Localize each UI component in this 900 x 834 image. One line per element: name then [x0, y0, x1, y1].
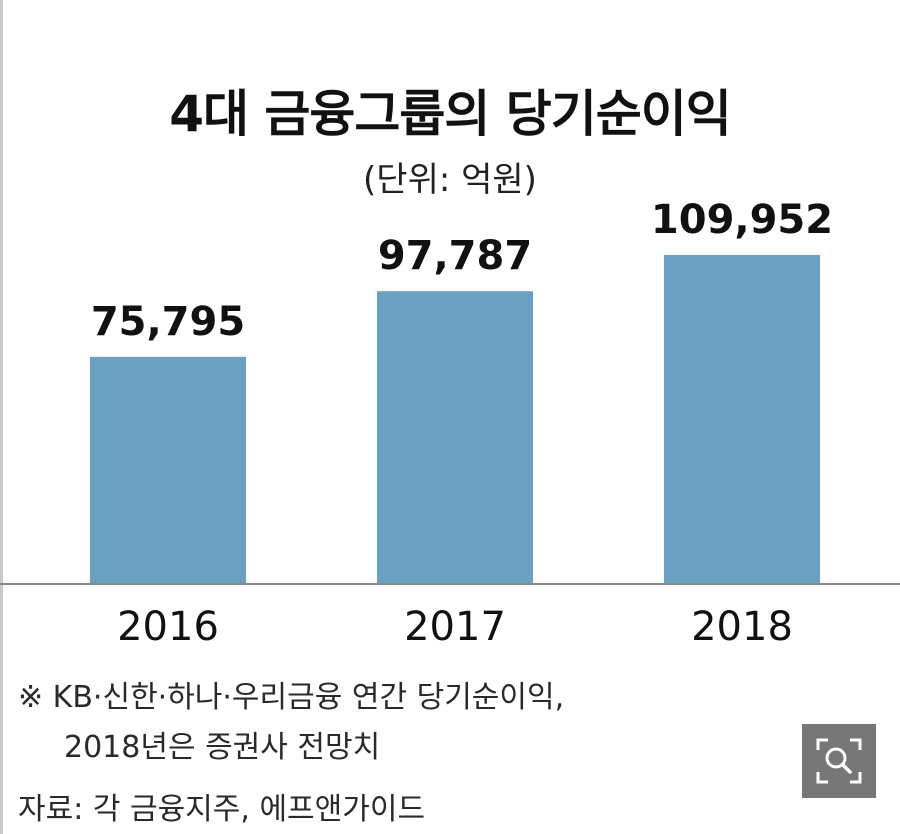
- footnote-line-1: ※ KB·신한·하나·우리금융 연간 당기순이익,: [18, 680, 565, 715]
- unit-label: (단위: 억원): [363, 160, 537, 200]
- magnifier-icon: [816, 738, 862, 784]
- footnote-line-2: 2018년은 증권사 전망치: [64, 730, 381, 765]
- x-tick-label-2017: 2017: [404, 604, 506, 650]
- bar-2017: [377, 291, 533, 583]
- bar-2018: [664, 254, 820, 583]
- x-tick-label-2016: 2016: [117, 604, 219, 650]
- bar-2016: [90, 356, 246, 583]
- zoom-button[interactable]: [802, 724, 876, 798]
- chart-title: 4대 금융그룹의 당기순이익: [169, 85, 732, 143]
- source-text: 자료: 각 금융지주, 에프앤가이드: [18, 792, 426, 827]
- value-label-2017: 97,787: [378, 233, 532, 279]
- frame-border: [0, 0, 3, 834]
- value-label-2016: 75,795: [91, 299, 245, 345]
- x-tick-label-2018: 2018: [691, 604, 793, 650]
- value-label-2018: 109,952: [651, 197, 833, 243]
